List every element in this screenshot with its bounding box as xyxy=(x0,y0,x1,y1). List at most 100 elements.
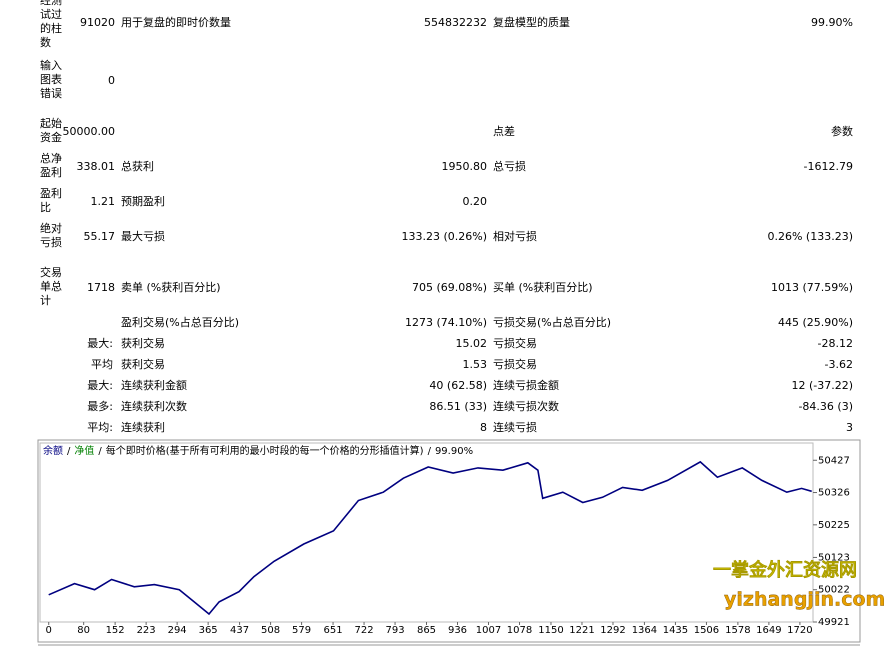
chart-title: 每个即时价格(基于所有可利用的最小时段的每一个价格的分形插值计算) xyxy=(106,444,424,457)
x-tick-label: 1435 xyxy=(663,625,688,636)
x-tick-label: 651 xyxy=(323,625,342,636)
report-label: 连续获利次数 xyxy=(121,400,187,413)
report-row: 起始资金 50000.00 点差 参数 xyxy=(0,101,889,161)
report-label: 最大亏损 xyxy=(121,230,165,243)
legend-separator: / xyxy=(67,446,71,457)
report-value: 1013 (77.59%) xyxy=(770,280,853,294)
watermark-url: yizhangjin.com xyxy=(724,589,885,611)
x-tick-label: 1292 xyxy=(600,625,625,636)
x-tick-label: 1078 xyxy=(507,625,532,636)
report-label: 相对亏损 xyxy=(493,230,537,243)
report-label: 亏损交易 xyxy=(493,358,537,371)
y-tick-label: 50123 xyxy=(818,552,850,563)
x-tick-label: 152 xyxy=(106,625,125,636)
y-tick-label: 50022 xyxy=(818,585,850,596)
report-row: 最多: 连续获利次数 86.51 (33) 连续亏损次数 -84.36 (3) xyxy=(0,376,889,436)
x-tick-label: 793 xyxy=(386,625,405,636)
report-label: 预期盈利 xyxy=(121,195,165,208)
report-value: 1273 (74.10%) xyxy=(404,315,487,329)
x-tick-label: 437 xyxy=(230,625,249,636)
report-value: 8 xyxy=(480,420,487,434)
report-label: 最大: xyxy=(87,337,113,350)
report-value: 0 xyxy=(108,73,115,87)
report-value: 554832232 xyxy=(424,15,487,29)
y-tick-label: 49921 xyxy=(818,617,850,628)
report-label: 总净盈利 xyxy=(40,152,62,179)
report-value: -84.36 (3) xyxy=(798,399,853,413)
report-label: 连续亏损 xyxy=(493,421,537,434)
report-label: 点差 xyxy=(493,125,515,138)
report-value: -28.12 xyxy=(817,336,853,350)
report-value: 0.20 xyxy=(462,194,488,208)
report-value: 338.01 xyxy=(76,159,116,173)
report-row: 绝对亏损 55.17 最大亏损 133.23 (0.26%) 相对亏损 0.26% (13… xyxy=(0,206,889,266)
report-value: 0.26% (133.23) xyxy=(767,229,853,243)
report-value: 40 (62.58) xyxy=(429,378,487,392)
report-row: 最大: 获利交易 15.02 亏损交易 -28.12 xyxy=(0,313,889,373)
watermark-name: 一掌金外汇资源网 xyxy=(713,559,857,581)
report-label: 卖单 (%获利百分比) xyxy=(121,281,221,294)
report-value: -3.62 xyxy=(824,357,853,371)
report-label: 盈利交易(%占总百分比) xyxy=(121,316,240,329)
report-label: 连续亏损金额 xyxy=(493,379,559,392)
report-value: 12 (-37.22) xyxy=(791,378,853,392)
x-tick-label: 865 xyxy=(417,625,436,636)
report-value: 55.17 xyxy=(83,229,116,243)
balance-line xyxy=(48,460,812,616)
report-row: 经测试过的柱数 91020 用于复盘的即时价数量 554832232 复盘模型的质量 99… xyxy=(0,0,889,52)
x-tick-label: 1578 xyxy=(725,625,750,636)
report-label: 买单 (%获利百分比) xyxy=(493,281,593,294)
y-tick-label: 50225 xyxy=(818,520,850,531)
report-row: 总净盈利 338.01 总获利 1950.80 总亏损 -1612.79 xyxy=(0,136,889,196)
report-label: 连续获利金额 xyxy=(121,379,187,392)
report-row: 平均 获利交易 1.53 亏损交易 -3.62 xyxy=(0,334,889,394)
report-label: 用于复盘的即时价数量 xyxy=(121,16,231,29)
report-label: 经测试过的柱数 xyxy=(40,0,62,49)
report-value: 99.90% xyxy=(811,15,853,29)
y-tick-label: 50326 xyxy=(818,488,850,499)
x-tick-label: 722 xyxy=(355,625,374,636)
report-value: 15.02 xyxy=(455,336,488,350)
x-tick-label: 936 xyxy=(448,625,467,636)
x-tick-label: 1150 xyxy=(538,625,563,636)
legend-quality: 99.90% xyxy=(435,446,473,457)
report-label: 绝对亏损 xyxy=(40,222,62,249)
report-row: 交易单总计 1718 卖单 (%获利百分比) 705 (69.08%) 买单 (%获利百… xyxy=(0,257,889,317)
report-row: 输入图表错误 0 xyxy=(0,50,889,110)
report-label: 最多: xyxy=(87,400,113,413)
report-value: -1612.79 xyxy=(803,159,853,173)
report-label: 平均 xyxy=(91,358,113,371)
report-value: 1.21 xyxy=(90,194,116,208)
x-tick-label: 1221 xyxy=(569,625,594,636)
x-tick-label: 1364 xyxy=(632,625,657,636)
report-label: 起始资金 xyxy=(40,117,62,144)
report-label: 平均: xyxy=(87,421,113,434)
report-label: 复盘模型的质量 xyxy=(493,16,570,29)
x-tick-label: 1649 xyxy=(756,625,781,636)
x-tick-label: 1720 xyxy=(787,625,812,636)
report-label: 亏损交易 xyxy=(493,337,537,350)
report-row: 盈利交易(%占总百分比) 1273 (74.10%) 亏损交易(%占总百分比) 445… xyxy=(0,292,889,352)
legend-separator: / xyxy=(98,446,102,457)
x-tick-label: 223 xyxy=(137,625,156,636)
y-tick-label: 50427 xyxy=(818,455,850,466)
report-value: 3 xyxy=(846,420,853,434)
report-label: 最大: xyxy=(87,379,113,392)
report-label: 亏损交易(%占总百分比) xyxy=(493,316,612,329)
report-label: 获利交易 xyxy=(121,358,165,371)
report-label: 盈利比 xyxy=(40,187,62,214)
report-label: 获利交易 xyxy=(121,337,165,350)
report-label: 输入图表错误 xyxy=(40,59,62,100)
report-value: 1.53 xyxy=(462,357,488,371)
report-value: 705 (69.08%) xyxy=(411,280,487,294)
x-tick-label: 508 xyxy=(261,625,280,636)
legend-separator: / xyxy=(428,446,432,457)
report-row: 最大: 连续获利金额 40 (62.58) 连续亏损金额 12 (-37.22) xyxy=(0,355,889,415)
report-value: 86.51 (33) xyxy=(429,399,487,413)
report-value: 参数 xyxy=(831,125,853,138)
report-label: 总亏损 xyxy=(493,160,526,173)
report-value: 445 (25.90%) xyxy=(777,315,853,329)
report-value: 1950.80 xyxy=(441,159,488,173)
